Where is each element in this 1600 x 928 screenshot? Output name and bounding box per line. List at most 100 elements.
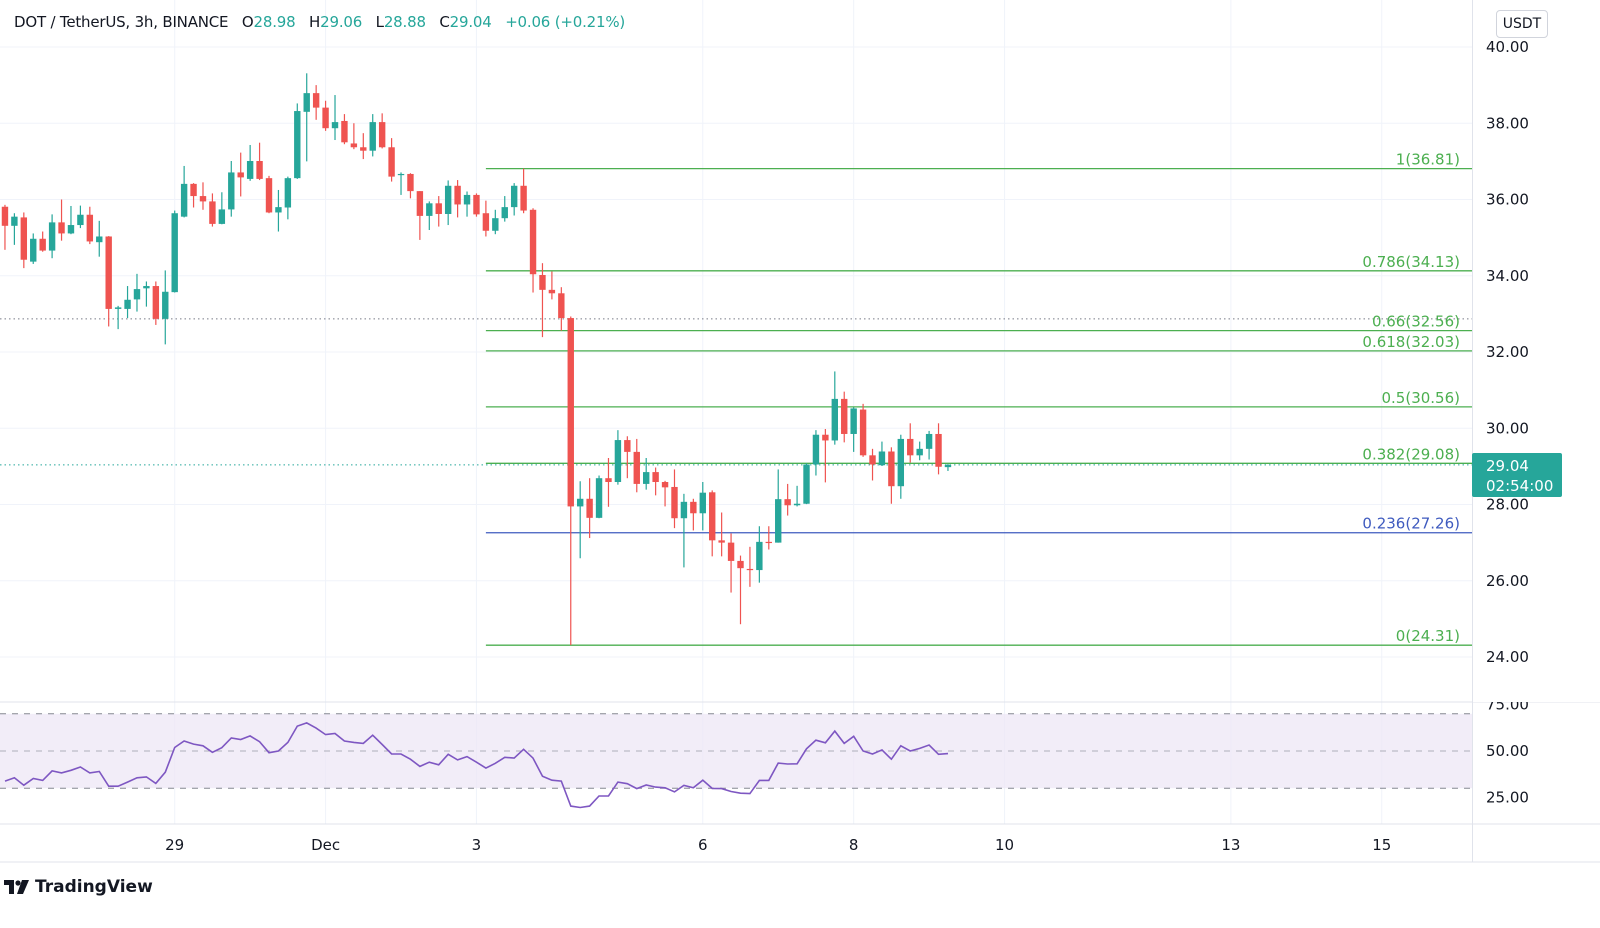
candle <box>11 213 18 245</box>
candle <box>850 407 857 452</box>
price-tick-label: 38.00 <box>1486 114 1529 132</box>
candle <box>473 193 480 217</box>
price-tick-label: 36.00 <box>1486 191 1529 209</box>
candle <box>454 180 461 218</box>
candle-body <box>878 451 886 466</box>
candle <box>341 114 348 145</box>
candle <box>897 434 905 499</box>
candle-body <box>944 464 952 468</box>
tradingview-wordmark: TradingView <box>35 877 153 897</box>
candle-body <box>444 185 452 214</box>
candle <box>501 196 508 222</box>
change-value: +0.06 (+0.21%) <box>505 13 626 31</box>
candle <box>162 270 169 345</box>
candle-body <box>567 318 574 507</box>
high-value: 29.06 <box>320 13 363 31</box>
candle <box>294 103 301 179</box>
candle-body <box>709 492 716 541</box>
high-label: H <box>309 13 321 31</box>
candle <box>1 204 9 250</box>
candle-body <box>378 122 386 148</box>
candle-body <box>699 492 706 514</box>
symbol-title[interactable]: DOT / TetherUS, 3h, BINANCE <box>14 13 229 31</box>
candle <box>793 485 801 507</box>
candle <box>812 430 820 476</box>
candle-body <box>246 160 254 179</box>
candle-body <box>520 185 527 211</box>
candle-body <box>67 225 75 234</box>
rsi-tick-label: 50.00 <box>1486 742 1529 760</box>
candle-body <box>114 307 122 309</box>
candle <box>397 172 405 195</box>
candle-body <box>1 206 9 226</box>
candle <box>605 457 612 507</box>
candle-body <box>30 238 37 262</box>
tradingview-logo[interactable]: TradingView <box>4 877 153 897</box>
candle-body <box>793 503 801 506</box>
candle-body <box>803 464 810 504</box>
candle <box>303 73 310 162</box>
candle-body <box>501 207 508 219</box>
candle <box>39 231 46 252</box>
candle <box>86 206 94 245</box>
close-label: C <box>439 13 450 31</box>
candle-body <box>463 194 471 205</box>
candle <box>350 123 358 150</box>
candle-body <box>529 209 537 275</box>
candle <box>58 199 65 241</box>
time-axis[interactable]: 29 Dec 3 6 8 10 13 15 <box>165 836 1391 854</box>
open-value: 28.98 <box>253 13 296 31</box>
candle <box>246 144 254 181</box>
candle-body <box>435 203 442 214</box>
candle <box>576 481 584 559</box>
candle <box>426 201 433 230</box>
candle <box>859 403 867 457</box>
rsi-pane <box>0 713 1472 809</box>
price-tick-label: 24.00 <box>1486 648 1529 666</box>
candle-body <box>369 122 376 151</box>
candle <box>435 196 442 227</box>
candle <box>916 441 923 461</box>
candle-body <box>718 540 725 543</box>
candle <box>482 200 490 237</box>
candle <box>143 281 150 307</box>
candle <box>614 430 622 485</box>
axis-mask <box>1473 690 1600 702</box>
price-tick-label: 32.00 <box>1486 343 1529 361</box>
candle <box>190 183 197 208</box>
time-tick-label: 3 <box>472 836 482 854</box>
fibonacci-retracement[interactable]: 1(36.81) 0.786(34.13) 0.66(32.56) 0.618(32.… <box>485 151 1472 646</box>
candle <box>463 191 471 217</box>
candle-body <box>841 398 848 434</box>
candle <box>265 175 273 214</box>
candle <box>718 512 725 557</box>
candle-body <box>341 120 348 143</box>
candle-body <box>360 147 367 151</box>
candle-body <box>661 482 669 488</box>
candle-body <box>294 111 301 179</box>
candle <box>737 555 744 625</box>
fib-level-label: 0(24.31) <box>1396 627 1460 645</box>
candle-body <box>935 433 942 467</box>
candle <box>925 430 933 460</box>
candle-body <box>492 218 499 231</box>
candle-body <box>624 440 631 452</box>
candle-body <box>869 455 876 465</box>
candle <box>407 173 414 199</box>
candle-body <box>737 560 744 569</box>
candle <box>529 208 537 293</box>
price-axis[interactable]: 24.00 26.00 28.00 30.00 32.00 34.00 36.00 38.00… <box>1473 38 1600 807</box>
open-label: O <box>241 13 254 31</box>
close-value: 29.04 <box>449 13 492 31</box>
candle-body <box>831 398 838 441</box>
candle <box>133 273 141 312</box>
candle-body <box>133 289 141 300</box>
symbol-legend: DOT / TetherUS, 3h, BINANCE O28.98 H29.0… <box>14 13 625 31</box>
price-tick-label: 40.00 <box>1486 38 1529 56</box>
candle <box>831 371 838 445</box>
candle <box>152 281 160 325</box>
currency-button[interactable]: USDT <box>1496 10 1548 38</box>
price-tick-label: 30.00 <box>1486 419 1529 437</box>
candle-body <box>209 201 216 224</box>
